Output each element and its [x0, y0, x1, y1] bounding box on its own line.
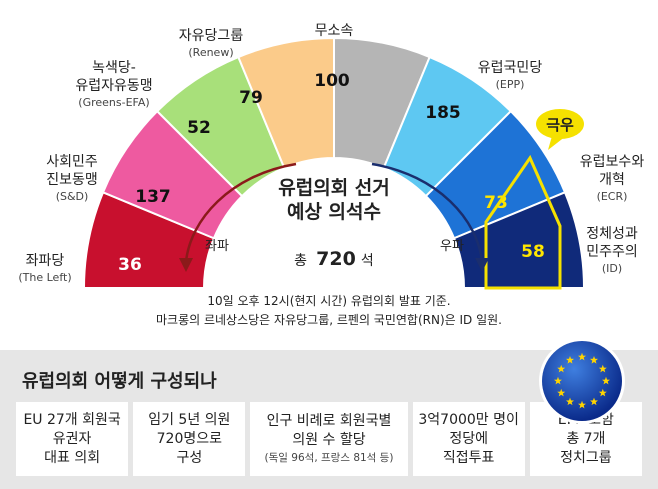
segment-label-5: 무소속: [315, 23, 354, 39]
info-box-3-line-2: 의원 수 할당: [292, 432, 366, 448]
segment-name-3-1: 녹색당-: [92, 60, 136, 76]
flag-star-icon: [578, 352, 586, 361]
far-right-badge: 극우: [536, 109, 584, 150]
info-box-5-line-2: 총 7개: [566, 430, 606, 447]
segment-value-2: 137: [135, 187, 171, 207]
info-box-2-line-1: 임기 5년 의원: [148, 411, 231, 428]
segment-en-4: (Renew): [188, 46, 233, 59]
segment-value-8: 58: [521, 242, 545, 262]
info-box-4: 3억7000만 명이 정당에 직접투표: [412, 402, 525, 476]
segment-label-1: 좌파당 (The Left): [18, 253, 71, 284]
right-arrow: [371, 162, 484, 263]
segment-value-5: 100: [314, 71, 350, 91]
info-title: 유럽의회 어떻게 구성되나: [22, 371, 217, 392]
note-line-1: 10일 오후 12시(현지 시간) 유럽의회 발표 기준.: [207, 294, 451, 308]
flag-star-icon: [557, 388, 566, 397]
total-value: 720: [316, 248, 356, 270]
segment-en-1: (The Left): [18, 271, 71, 284]
info-box-3-line-1: 인구 비례로 회원국별: [266, 413, 392, 429]
info-box-1: EU 27개 회원국 유권자 대표 의회: [16, 402, 129, 476]
flag-star-icon: [557, 364, 566, 373]
segment-value-6: 185: [425, 103, 461, 123]
segment-value-1: 36: [118, 255, 142, 275]
segment-name-2-1: 사회민주: [46, 154, 98, 170]
flag-star-icon: [598, 364, 607, 373]
info-box-4-line-3: 직접투표: [442, 449, 495, 466]
segment-name-3-2: 유럽자유동맹: [75, 78, 152, 94]
segment-en-2: (S&D): [56, 190, 89, 203]
segment-en-7: (ECR): [597, 190, 628, 203]
flag-star-icon: [554, 376, 562, 385]
info-box-2-line-2: 720명으로: [156, 430, 223, 447]
total-seats: 총 720 석: [294, 248, 374, 270]
chart-title-line-2: 예상 의석수: [287, 201, 381, 223]
segment-value-4: 79: [239, 88, 263, 108]
segment-name-7-2: 개혁: [599, 172, 625, 188]
info-box-2: 임기 5년 의원 720명으로 구성: [133, 402, 246, 476]
segment-name-8-1: 정체성과: [586, 226, 638, 242]
info-box-1-line-1: EU 27개 회원국: [23, 411, 121, 428]
flag-star-icon: [566, 356, 574, 364]
info-box-4-line-1: 3억7000만 명이: [418, 411, 519, 428]
flag-star-icon: [598, 388, 607, 397]
flag-star-icon: [602, 376, 610, 385]
flag-star-icon: [566, 397, 574, 406]
segment-en-6: (EPP): [496, 78, 525, 91]
far-right-highlight: [484, 154, 562, 290]
info-box-5-line-3: 정치그룹: [560, 449, 612, 466]
info-box-1-line-2: 유권자: [52, 430, 92, 447]
segment-en-8: (ID): [602, 262, 622, 275]
left-arrow: [184, 162, 297, 263]
flag-star-icon: [590, 397, 598, 406]
segment-en-3: (Greens-EFA): [78, 96, 149, 109]
info-box-3: 인구 비례로 회원국별 의원 수 할당 (독일 96석, 프랑스 81석 등): [250, 402, 408, 476]
info-box-2-line-3: 구성: [176, 449, 203, 466]
segment-name-4-1: 자유당그룹: [179, 28, 244, 44]
left-label: 좌파: [205, 239, 229, 254]
segment-name-1-1: 좌파당: [26, 253, 65, 269]
note-line-2: 마크롱의 르네상스당은 자유당그룹, 르펜의 국민연합(RN)은 ID 일원.: [156, 313, 502, 327]
right-label: 우파: [440, 239, 464, 254]
right-arrow-head: [475, 258, 489, 272]
segment-name-5-1: 무소속: [315, 23, 354, 39]
segment-name-6-1: 유럽국민당: [478, 60, 543, 76]
info-box-3-note: (독일 96석, 프랑스 81석 등): [264, 452, 394, 464]
chart-title-line-1: 유럽의회 선거: [278, 177, 390, 199]
flag-star-icon: [578, 400, 586, 409]
segment-label-3: 녹색당- 유럽자유동맹 (Greens-EFA): [75, 60, 152, 109]
segment-label-6: 유럽국민당 (EPP): [478, 60, 543, 91]
flag-star-icon: [590, 356, 598, 364]
segment-name-2-2: 진보동맹: [46, 172, 98, 188]
segment-value-3: 52: [187, 118, 211, 138]
info-box-1-line-3: 대표 의회: [44, 449, 101, 466]
segment-name-8-2: 민주주의: [586, 244, 638, 260]
total-prefix: 총: [294, 253, 307, 269]
info-box-4-line-2: 정당에: [449, 430, 488, 447]
info-boxes: EU 27개 회원국 유권자 대표 의회 임기 5년 의원 720명으로 구성 …: [16, 402, 642, 476]
total-suffix: 석: [361, 253, 374, 269]
eu-flag-icon: [539, 338, 625, 424]
left-arrow-head: [179, 258, 193, 272]
segment-name-7-1: 유럽보수와: [580, 154, 645, 170]
far-right-badge-text: 극우: [546, 116, 574, 134]
info-panel: 유럽의회 어떻게 구성되나 EU 27개 회원국 유권자 대표 의회 임기 5년…: [0, 350, 658, 489]
segment-label-4: 자유당그룹 (Renew): [179, 28, 244, 59]
